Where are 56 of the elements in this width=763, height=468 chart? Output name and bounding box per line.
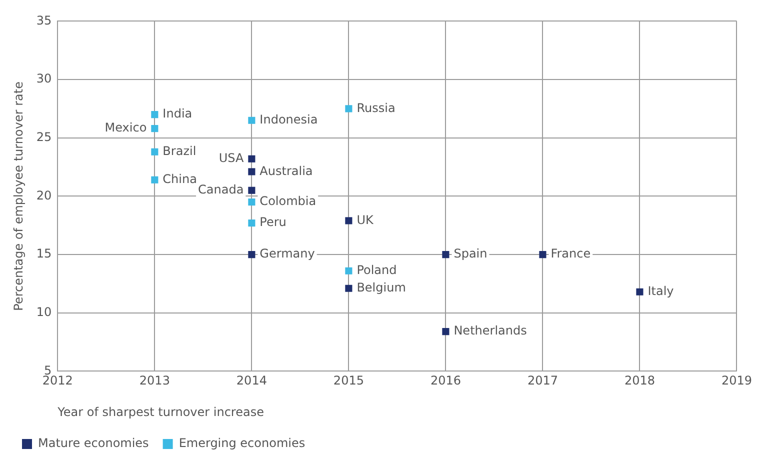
point <box>442 328 450 336</box>
annotation: Colombia <box>260 194 316 208</box>
y-tick-label: 20 <box>36 188 52 202</box>
point <box>248 168 256 176</box>
annotation: France <box>550 246 591 261</box>
annotation: India <box>162 106 192 121</box>
y-tick-label: 35 <box>36 13 52 28</box>
y-axis-title: Percentage of employee turnover rate <box>11 82 26 311</box>
annotation: Mexico <box>104 120 147 135</box>
x-tick-label: 2016 <box>430 374 461 388</box>
y-tick-label: 25 <box>36 130 52 144</box>
x-tick-label: 2015 <box>333 374 364 388</box>
y-tick-label: 15 <box>36 246 52 261</box>
annotation: Netherlands <box>454 324 527 338</box>
y-tick-label: 30 <box>36 72 52 86</box>
point <box>539 251 546 258</box>
annotation: UK <box>356 212 374 227</box>
point <box>248 186 256 194</box>
annotation: Canada <box>198 182 244 196</box>
point <box>248 116 256 124</box>
annotation: Belgium <box>356 280 406 294</box>
point <box>248 220 256 227</box>
legend-label: Mature economies <box>38 436 149 450</box>
point <box>151 176 158 184</box>
annotation: Indonesia <box>260 112 318 126</box>
annotation: Spain <box>454 246 488 261</box>
point <box>151 125 158 132</box>
point <box>248 251 256 258</box>
point <box>345 217 352 224</box>
x-tick-label: 2018 <box>624 374 655 388</box>
point <box>442 251 450 258</box>
x-axis-title: Year of sharpest turnover increase <box>56 404 264 419</box>
annotation: China <box>162 172 197 186</box>
point <box>151 111 158 118</box>
annotation: Poland <box>356 262 397 277</box>
annotation: Brazil <box>162 144 196 158</box>
point <box>151 148 158 156</box>
point <box>636 288 644 296</box>
point <box>345 105 352 112</box>
annotation: Italy <box>648 284 674 298</box>
x-tick-label: 2014 <box>236 374 267 388</box>
point <box>248 198 256 206</box>
legend-label: Emerging economies <box>178 436 306 450</box>
annotation: USA <box>218 150 244 165</box>
annotation: Germany <box>260 246 315 261</box>
x-tick-label: 2019 <box>721 374 752 388</box>
annotation: Australia <box>260 164 313 178</box>
annotation: Russia <box>356 100 396 115</box>
annotation: Peru <box>260 215 286 230</box>
x-tick-label: 2013 <box>139 374 170 388</box>
y-tick-label: 10 <box>36 304 52 319</box>
x-tick-label: 2017 <box>527 374 558 388</box>
x-tick-label: 2012 <box>42 374 73 388</box>
point <box>345 284 352 292</box>
point <box>248 155 256 162</box>
point <box>345 267 352 274</box>
